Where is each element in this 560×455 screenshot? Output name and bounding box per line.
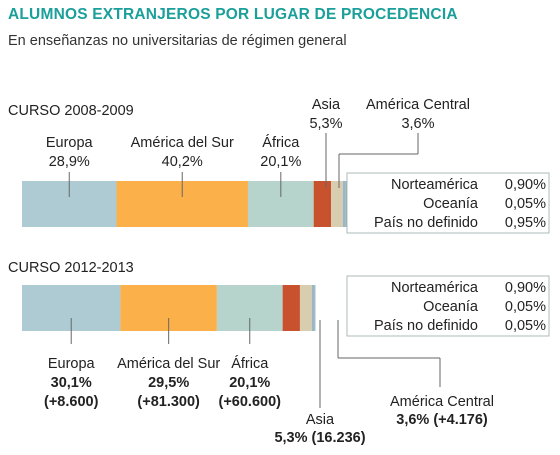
legend-value-0-0: 0,90% <box>505 177 546 193</box>
segment-label-0-2: África <box>262 134 300 151</box>
bar-segment-0-5 <box>342 181 346 227</box>
segment-value-0-4: 3,6% <box>401 116 434 132</box>
segment-label-0-3: Asia <box>312 97 341 113</box>
segment-label-0-1: América del Sur <box>131 135 234 151</box>
segment-value-0-1: 40,2% <box>162 154 203 170</box>
legend-value-1-1: 0,05% <box>505 299 546 315</box>
legend-label-0-2: País no definido <box>374 215 478 231</box>
segment-value-1-0: 30,1% <box>51 375 92 391</box>
segment-label-1-0: Europa <box>48 356 96 372</box>
segment-value-0-0: 28,9% <box>49 154 90 170</box>
legend-label-1-1: Oceanía <box>423 299 479 315</box>
legend-box-0 <box>346 172 550 234</box>
bar-segment-1-3 <box>282 285 300 331</box>
segment-value-1-3: 5,3% (16.236) <box>274 430 365 446</box>
segment-change-1-1: (+81.300) <box>137 394 200 410</box>
segment-change-1-2: (+60.600) <box>219 394 282 410</box>
legend-value-0-1: 0,05% <box>505 196 546 212</box>
segment-change-1-0: (+8.600) <box>44 394 99 410</box>
legend-value-1-2: 0,05% <box>505 318 546 334</box>
bar-segment-1-7 <box>314 285 316 331</box>
bar-segment-0-3 <box>313 181 332 227</box>
legend-label-1-0: Norteamérica <box>391 280 479 296</box>
legend-label-0-0: Norteamérica <box>391 177 479 193</box>
curso-title-1: CURSO 2012-2013 <box>8 260 134 276</box>
bar-segment-1-5 <box>311 285 315 331</box>
segment-label-1-4: América Central <box>390 394 494 410</box>
segment-label-0-4: América Central <box>366 97 470 113</box>
legend-label-0-1: Oceanía <box>423 196 479 212</box>
chart-subtitle: En enseñanzas no universitarias de régim… <box>8 33 347 49</box>
legend-value-1-0: 0,90% <box>505 280 546 296</box>
segment-label-1-1: América del Sur <box>117 356 220 372</box>
bar-segment-1-4 <box>299 285 312 331</box>
segment-value-0-3: 5,3% <box>309 116 342 132</box>
segment-value-1-2: 20,1% <box>229 375 270 391</box>
segment-value-0-2: 20,1% <box>260 154 301 170</box>
chart-title: ALUMNOS EXTRANJEROS POR LUGAR DE PROCEDE… <box>8 6 458 23</box>
segment-value-1-4: 3,6% (+4.176) <box>396 412 488 428</box>
curso-title-0: CURSO 2008-2009 <box>8 103 134 119</box>
legend-label-1-2: País no definido <box>374 318 478 334</box>
segment-label-1-2: África <box>231 355 269 372</box>
legend-box-1 <box>346 275 550 337</box>
segment-value-1-1: 29,5% <box>148 375 189 391</box>
segment-label-1-3: Asia <box>306 412 335 428</box>
segment-label-0-0: Europa <box>46 135 94 151</box>
bar-segment-0-4 <box>331 181 343 227</box>
legend-value-0-2: 0,95% <box>505 215 546 231</box>
